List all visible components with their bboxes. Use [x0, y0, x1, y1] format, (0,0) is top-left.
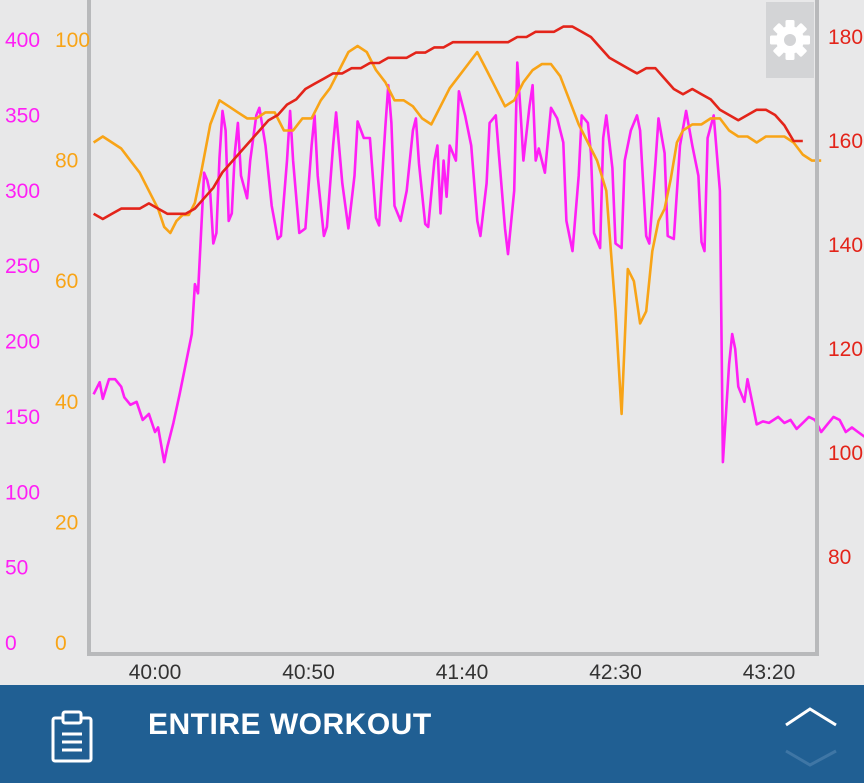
gear-icon	[770, 20, 810, 60]
power-tick-label: 300	[5, 180, 40, 203]
cadence-tick-label: 100	[55, 29, 90, 52]
power-tick-label: 200	[5, 331, 40, 354]
heart-rate-tick-label: 100	[828, 442, 863, 465]
heart-rate-tick-label: 120	[828, 338, 863, 361]
clipboard-icon[interactable]	[50, 710, 96, 769]
heart_rate-series-line	[92, 25, 803, 221]
heart-rate-tick-label: 80	[828, 546, 851, 569]
cadence-tick-label: 40	[55, 391, 78, 414]
cadence-tick-label: 20	[55, 511, 78, 534]
cadence-axis-ticks: 0 20 40 60 80 100	[55, 29, 90, 655]
chevron-up-icon[interactable]	[782, 703, 842, 774]
power-tick-label: 250	[5, 255, 40, 278]
time-axis-ticks: 40:00 40:50 41:40 42:30 43:20	[129, 661, 796, 684]
workout-range-title[interactable]: ENTIRE WORKOUT	[148, 708, 432, 741]
plot-lines	[92, 25, 864, 464]
time-tick-label: 40:00	[129, 661, 182, 684]
heart-rate-tick-label: 140	[828, 234, 863, 257]
power-tick-label: 150	[5, 406, 40, 429]
power-series-line	[92, 61, 864, 464]
power-tick-label: 350	[5, 104, 40, 127]
settings-button[interactable]	[766, 2, 814, 78]
power-tick-label: 100	[5, 481, 40, 504]
power-tick-label: 50	[5, 557, 28, 580]
chart-area: 0 50 100 150 200 250 300 350 400 0 20 40 60 80 100 80…	[5, 0, 864, 684]
time-tick-label: 42:30	[589, 661, 642, 684]
cadence-tick-label: 60	[55, 270, 78, 293]
time-tick-label: 40:50	[282, 661, 335, 684]
cadence-series-line	[92, 44, 822, 416]
cadence-tick-label: 0	[55, 632, 67, 655]
heart-rate-tick-label: 180	[828, 26, 863, 49]
power-tick-label: 400	[5, 29, 40, 52]
power-axis-ticks: 0 50 100 150 200 250 300 350 400	[5, 29, 40, 655]
heart-rate-tick-label: 160	[828, 130, 863, 153]
time-tick-label: 41:40	[436, 661, 489, 684]
power-tick-label: 0	[5, 632, 17, 655]
time-tick-label: 43:20	[743, 661, 796, 684]
cadence-tick-label: 80	[55, 150, 78, 173]
bottom-bar: ENTIRE WORKOUT	[0, 685, 864, 783]
heart-rate-axis-ticks: 80 100 120 140 160 180	[828, 26, 863, 569]
